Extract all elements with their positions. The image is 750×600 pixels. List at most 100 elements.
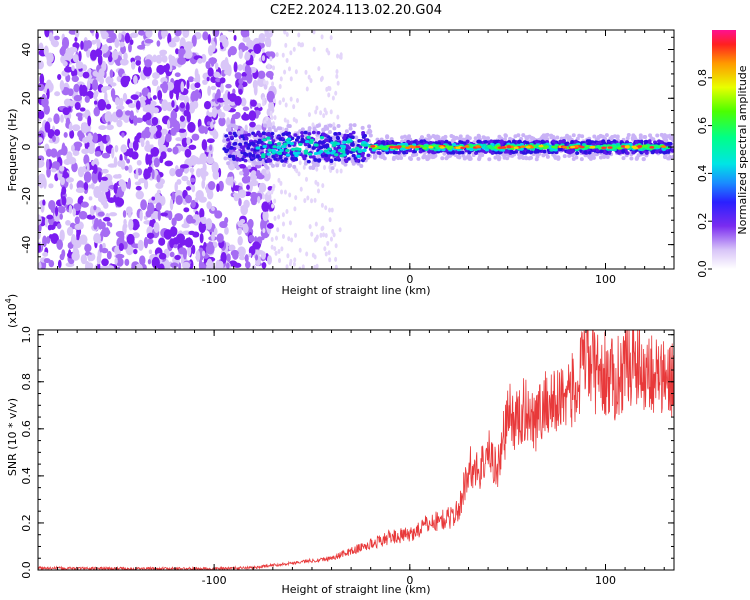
y-tick-label: 0: [20, 144, 33, 151]
spectrogram-cell: [215, 259, 221, 269]
spectrogram-cell: [542, 149, 547, 154]
spectrogram-cell: [133, 248, 138, 255]
spectrogram-cell: [313, 237, 317, 243]
spectrogram-cell: [311, 122, 315, 128]
spectrogram-cell: [38, 173, 46, 183]
spectrogram-cell: [291, 147, 296, 151]
spectrogram-cell: [283, 30, 287, 35]
spectrogram-cell: [175, 30, 180, 35]
spectrogram-cell: [214, 210, 223, 219]
spectrogram-cell: [331, 95, 335, 101]
spectrogram-cell: [77, 115, 83, 122]
spectrogram-cell: [299, 186, 303, 192]
spectrogram-cell: [186, 79, 190, 90]
spectrogram-cell: [575, 151, 580, 155]
spectrogram-cell: [234, 163, 239, 168]
spectrogram-cell: [617, 151, 622, 155]
spectrogram-cell: [130, 61, 136, 70]
spectrogram-cell: [143, 65, 152, 77]
spectrogram-cell: [458, 140, 463, 144]
spectrogram-cell: [615, 142, 621, 147]
spectrogram-cell: [92, 79, 99, 91]
spectrogram-cell: [334, 243, 338, 249]
spectrogram-cell: [136, 159, 142, 166]
spectrogram-cell: [220, 83, 224, 94]
spectrogram-cell: [79, 107, 86, 112]
spectrogram-cell: [201, 139, 208, 151]
spectrogram-cell: [117, 160, 124, 167]
spectrogram-cell: [324, 138, 329, 143]
spectrogram-cell: [65, 220, 71, 226]
spectrogram-cell: [153, 221, 160, 234]
spectrogram-cell: [226, 161, 231, 166]
spectrogram-cell: [305, 251, 309, 257]
snr-y-multiplier: (x104): [4, 294, 19, 328]
spectrogram-cell: [527, 134, 532, 139]
spectrogram-cell: [226, 253, 231, 263]
spectrogram-cell: [341, 144, 346, 149]
spectrogram-cell: [157, 89, 163, 101]
spectrogram-cell: [67, 88, 74, 97]
spectrogram-cell: [244, 153, 249, 157]
spectrogram-cell: [209, 144, 213, 151]
spectrogram-cell: [317, 151, 322, 155]
spectrogram-cell: [184, 41, 194, 50]
spectrogram-cell: [276, 227, 280, 233]
spectrogram-cell: [494, 139, 499, 144]
spectrogram-cell: [535, 154, 540, 159]
spectrogram-cell: [42, 199, 46, 206]
spectrogram-cell: [315, 166, 319, 172]
spectrogram-cell: [45, 148, 53, 158]
spectrogram-cell: [97, 99, 107, 111]
spectrogram-cell: [104, 111, 112, 124]
spectrogram-cell: [275, 52, 279, 58]
spectrogram-cell: [330, 151, 335, 155]
spectrogram-cell: [539, 136, 544, 141]
spectrogram-cell: [222, 104, 231, 112]
spectrogram-cell: [223, 156, 228, 161]
spectrogram-cell: [262, 138, 267, 142]
spectrogram-cell: [293, 257, 297, 263]
spectrogram-cell: [343, 133, 348, 138]
spectrogram-cell: [602, 150, 607, 155]
spectrogram-cell: [601, 141, 606, 145]
spectrogram-cell: [367, 124, 372, 129]
spectrogram-cell: [129, 32, 139, 38]
spectrogram-cell: [198, 125, 206, 134]
spectrogram-cell: [116, 119, 123, 128]
spectrogram-cell: [233, 262, 242, 268]
colorbar-label: Normalized spectral amplitude: [736, 65, 749, 234]
spectrogram-cell: [579, 157, 584, 162]
spectrogram-cell: [147, 258, 152, 265]
spectrogram-cell: [50, 207, 55, 213]
spectrogram-cell: [38, 261, 42, 269]
spectrogram-cell: [521, 155, 526, 160]
spectrogram-cell: [278, 100, 282, 106]
spectrogram-cell: [278, 84, 282, 90]
spectrogram-cell: [667, 134, 672, 139]
spectrogram-cell: [258, 182, 267, 193]
spectrogram-cell: [97, 211, 105, 217]
spectrogram-cell: [189, 218, 196, 224]
spectrogram-cell: [124, 258, 130, 266]
spectrogram-cell: [489, 139, 494, 143]
spectrogram-cell: [83, 181, 89, 191]
spectrogram-cell: [102, 202, 109, 209]
spectrogram-cell: [248, 252, 252, 258]
spectrogram-cell: [361, 130, 366, 135]
spectrogram-cell: [281, 233, 285, 239]
spectrogram-cell: [235, 111, 241, 119]
spectrogram-cell: [270, 115, 274, 121]
spectrogram-cell: [184, 148, 192, 158]
spectrogram-cell: [607, 146, 613, 149]
spectrogram-cell: [195, 250, 201, 263]
spectrogram-cell: [167, 210, 173, 221]
spectrogram-cell: [136, 44, 146, 50]
spectrogram-cell: [511, 150, 516, 155]
spectrogram-cell: [271, 81, 275, 87]
spectrogram-cell: [72, 208, 77, 217]
spectrogram-cell: [133, 115, 138, 126]
spectrogram-cell: [93, 164, 98, 175]
spectrogram-cell: [296, 135, 301, 140]
y-tick-label: 0.4: [20, 467, 33, 485]
